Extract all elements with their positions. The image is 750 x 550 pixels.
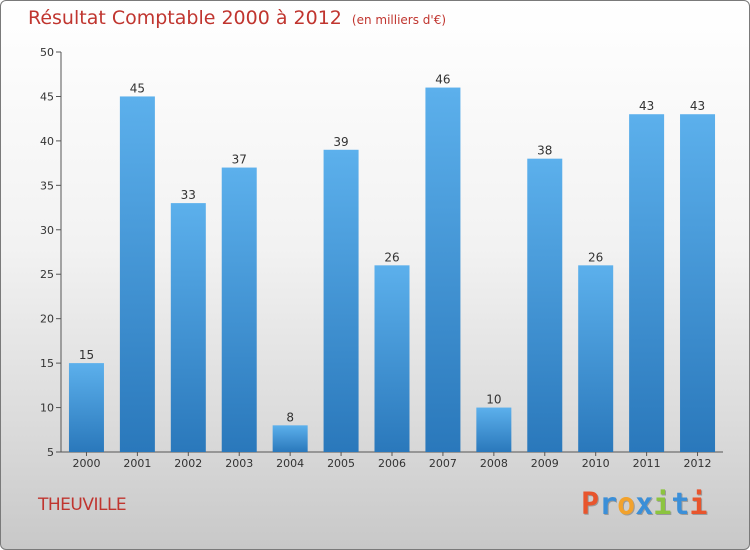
y-tick-label: 45 (40, 90, 54, 103)
logo-letter: o (617, 487, 636, 522)
bar-2003 (221, 167, 257, 453)
x-tick-label-2000: 2000 (72, 457, 100, 470)
logo-letter: i (689, 487, 708, 522)
commune-name: THEUVILLE (38, 495, 127, 515)
logo-letter: t (671, 487, 690, 522)
y-tick-label: 10 (40, 402, 54, 415)
value-label-2011: 43 (639, 99, 654, 113)
value-label-2009: 38 (537, 144, 552, 158)
logo-letter: r (599, 487, 618, 522)
bar-2000 (68, 363, 104, 452)
value-label-2004: 8 (286, 410, 294, 424)
chart-subtitle: (en milliers d'€) (351, 13, 447, 27)
bar-2012 (680, 114, 716, 452)
x-tick-label-2010: 2010 (582, 457, 610, 470)
x-tick-label-2004: 2004 (276, 457, 304, 470)
bar-2002 (170, 203, 206, 452)
x-tick-label-2008: 2008 (480, 457, 508, 470)
logo-letter: i (653, 487, 672, 522)
bar-2011 (629, 114, 665, 452)
value-label-2001: 45 (130, 81, 145, 95)
bar-2004 (272, 425, 308, 452)
y-tick-label: 40 (40, 135, 54, 148)
bar-2001 (119, 96, 155, 452)
y-tick-label: 20 (40, 313, 54, 326)
x-tick-label-2011: 2011 (633, 457, 661, 470)
chart-title: Résultat Comptable 2000 à 2012 (en millie… (28, 7, 446, 29)
bar-2007 (425, 87, 461, 453)
value-label-2005: 39 (333, 135, 348, 149)
bar-2006 (374, 265, 410, 452)
value-label-2003: 37 (232, 153, 247, 167)
value-label-2008: 10 (486, 393, 501, 407)
value-label-2012: 43 (690, 99, 705, 113)
value-label-2002: 33 (181, 188, 196, 202)
bar-2010 (578, 265, 614, 452)
y-tick-label: 15 (40, 357, 54, 370)
y-tick-label: 50 (40, 46, 54, 59)
logo-letter: x (635, 487, 654, 522)
bar-2009 (527, 158, 563, 452)
value-label-2010: 26 (588, 250, 603, 264)
bar-2005 (323, 149, 359, 452)
proxiti-logo: Proxiti (581, 487, 707, 522)
x-tick-label-2007: 2007 (429, 457, 457, 470)
x-tick-label-2003: 2003 (225, 457, 253, 470)
x-tick-label-2012: 2012 (684, 457, 712, 470)
y-tick-label: 5 (47, 446, 54, 459)
y-tick-label: 25 (40, 268, 54, 281)
bar-2008 (476, 407, 512, 452)
y-tick-label: 30 (40, 224, 54, 237)
bars: 15 45 33 37 8 39 26 46 10 38 26 43 43 (68, 73, 716, 453)
x-tick-label-2006: 2006 (378, 457, 406, 470)
x-tick-label-2005: 2005 (327, 457, 355, 470)
x-tick-label-2001: 2001 (123, 457, 151, 470)
value-label-2007: 46 (435, 73, 450, 87)
value-label-2000: 15 (79, 348, 94, 362)
value-label-2006: 26 (384, 250, 399, 264)
x-tick-label-2002: 2002 (174, 457, 202, 470)
y-tick-label: 35 (40, 179, 54, 192)
x-tick-label-2009: 2009 (531, 457, 559, 470)
chart-title-main: Résultat Comptable 2000 à 2012 (28, 7, 342, 29)
logo-letter: P (581, 487, 600, 522)
